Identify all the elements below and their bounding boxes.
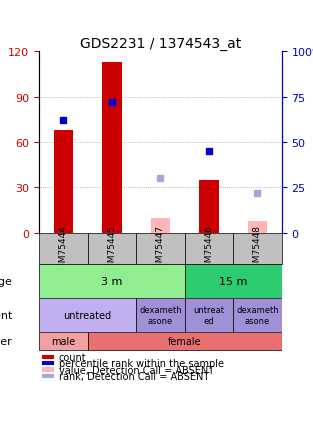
- Text: dexameth
asone: dexameth asone: [139, 306, 182, 325]
- FancyBboxPatch shape: [39, 332, 88, 350]
- Bar: [102, 62, 121, 233]
- Text: GSM75446: GSM75446: [204, 224, 213, 273]
- Text: rank, Detection Call = ABSENT: rank, Detection Call = ABSENT: [59, 371, 209, 381]
- Text: dexameth
asone: dexameth asone: [236, 306, 279, 325]
- Text: 15 m: 15 m: [219, 276, 247, 286]
- FancyBboxPatch shape: [39, 299, 136, 332]
- Text: count: count: [59, 352, 86, 362]
- Text: GSM75444: GSM75444: [59, 224, 68, 273]
- FancyBboxPatch shape: [88, 233, 136, 264]
- FancyBboxPatch shape: [233, 233, 282, 264]
- Bar: [42, 374, 54, 378]
- FancyBboxPatch shape: [39, 264, 185, 299]
- Text: age: age: [0, 276, 13, 286]
- FancyBboxPatch shape: [136, 233, 185, 264]
- Text: value, Detection Call = ABSENT: value, Detection Call = ABSENT: [59, 365, 214, 375]
- Title: GDS2231 / 1374543_at: GDS2231 / 1374543_at: [80, 37, 241, 51]
- Bar: [42, 368, 54, 372]
- Text: 3 m: 3 m: [101, 276, 123, 286]
- Text: GSM75448: GSM75448: [253, 224, 262, 273]
- Text: gender: gender: [0, 336, 13, 346]
- FancyBboxPatch shape: [88, 332, 282, 350]
- Bar: [248, 221, 267, 233]
- Text: untreated: untreated: [64, 310, 112, 320]
- Bar: [42, 355, 54, 359]
- Text: agent: agent: [0, 310, 13, 320]
- Bar: [54, 131, 73, 233]
- Text: percentile rank within the sample: percentile rank within the sample: [59, 358, 223, 368]
- Text: GSM75447: GSM75447: [156, 224, 165, 273]
- FancyBboxPatch shape: [185, 299, 233, 332]
- FancyBboxPatch shape: [185, 233, 233, 264]
- FancyBboxPatch shape: [136, 299, 185, 332]
- Bar: [199, 181, 218, 233]
- Text: GSM75445: GSM75445: [107, 224, 116, 273]
- FancyBboxPatch shape: [185, 264, 282, 299]
- Bar: [151, 218, 170, 233]
- FancyBboxPatch shape: [39, 233, 88, 264]
- FancyBboxPatch shape: [233, 299, 282, 332]
- Text: female: female: [168, 336, 202, 346]
- Bar: [42, 361, 54, 365]
- Text: male: male: [51, 336, 75, 346]
- Text: untreat
ed: untreat ed: [193, 306, 224, 325]
